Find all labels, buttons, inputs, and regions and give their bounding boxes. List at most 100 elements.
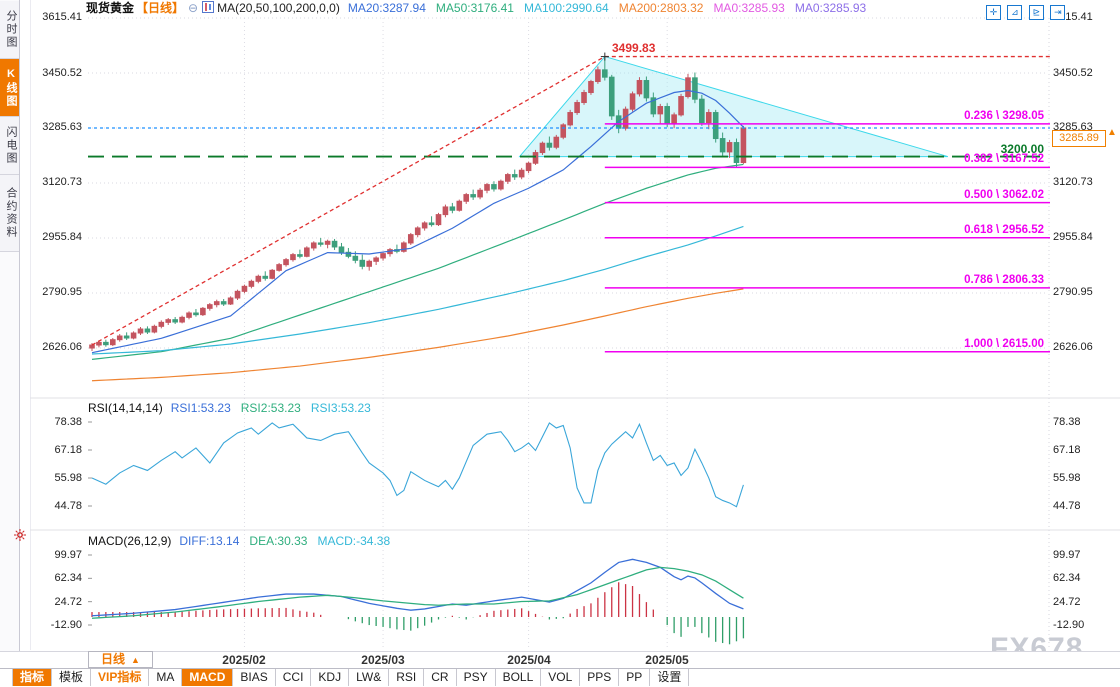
rsi-axis-label: 78.38: [54, 416, 82, 428]
macd-axis-label: 62.34: [54, 572, 82, 584]
tab-vip-indicator[interactable]: VIP指标: [91, 669, 150, 686]
tab-pp[interactable]: PP: [619, 669, 651, 686]
rsi-axis-label: 78.38: [1053, 416, 1081, 428]
macd-value: MACD:-34.38: [317, 534, 391, 548]
macd-settings-icon[interactable]: [14, 529, 26, 541]
tab-bar-corner: [0, 669, 13, 686]
price-axis-label: 2626.06: [1053, 341, 1093, 353]
sidebar-item-kline[interactable]: K线图: [0, 59, 19, 117]
axis-scale-right-icon[interactable]: ⊵: [1028, 5, 1044, 20]
period-label: 日线: [101, 652, 126, 666]
rsi-title: RSI(14,14,14): [88, 401, 163, 415]
chart-toolbar: ✛ ⊿ ⊵ ⇥: [984, 2, 1066, 20]
current-price-badge: 3285.89: [1052, 130, 1106, 147]
fib-label-0786: 0.786 \ 2806.33: [964, 274, 1044, 286]
x-axis-label: 2025/03: [361, 653, 405, 667]
price-axis-label: 3285.63: [42, 121, 82, 133]
fib-label-0618: 0.618 \ 2956.52: [964, 224, 1044, 236]
macd-title: MACD(26,12,9): [88, 534, 172, 548]
price-axis-label: 2790.95: [42, 286, 82, 298]
fib-label-0236: 0.236 \ 3298.05: [964, 110, 1044, 122]
price-axis-label: 3615.41: [42, 11, 82, 23]
price-up-arrow-icon: ▲: [1107, 127, 1117, 138]
macd-axis-label: 99.97: [1053, 549, 1081, 561]
macd-axis-label: 99.97: [54, 549, 82, 561]
peak-price-label: 3499.83: [612, 41, 656, 55]
indicator-tab-bar: 指标 模板 VIP指标 MA MACD BIAS CCI KDJ LW& RSI…: [0, 668, 1120, 687]
divider-vertical: [30, 0, 31, 650]
macd-axis-label: -12.90: [50, 619, 82, 631]
rsi-panel-header: RSI(14,14,14) RSI1:53.23 RSI2:53.23 RSI3:53…: [88, 401, 371, 415]
macd-axis-label: 62.34: [1053, 572, 1081, 584]
kline-icon[interactable]: [202, 1, 215, 15]
x-axis-row: 2025/02 2025/03 2025/04 2025/05: [0, 651, 1120, 669]
fib-label-0500: 0.500 \ 3062.02: [964, 189, 1044, 201]
x-axis-label: 2025/05: [645, 653, 689, 667]
rsi2-value: RSI2:53.23: [240, 401, 301, 415]
tab-lw[interactable]: LW&: [349, 669, 390, 686]
price-axis-label: 2626.06: [42, 341, 82, 353]
axis-scale-icon[interactable]: ⊿: [1007, 5, 1023, 20]
ma0-purple-value: MA0:3285.93: [794, 1, 867, 15]
symbol-name: 现货黄金: [86, 1, 135, 15]
tab-indicator[interactable]: 指标: [13, 669, 53, 686]
fib-label-0382: 0.382 \ 3167.52: [964, 153, 1044, 165]
rsi-axis-label: 67.18: [54, 444, 82, 456]
tab-settings[interactable]: 设置: [650, 669, 690, 686]
tab-cr[interactable]: CR: [424, 669, 457, 686]
rsi3-value: RSI3:53.23: [310, 401, 371, 415]
crosshair-move-icon[interactable]: ✛: [986, 5, 1001, 20]
tab-pps[interactable]: PPS: [580, 669, 620, 686]
tab-boll[interactable]: BOLL: [495, 669, 542, 686]
sidebar-item-lightning[interactable]: 闪电图: [0, 117, 19, 175]
ma50-value: MA50:3176.41: [435, 1, 514, 15]
tab-vol[interactable]: VOL: [541, 669, 581, 686]
rsi1-value: RSI1:53.23: [170, 401, 231, 415]
rsi-axis-label: 55.98: [54, 472, 82, 484]
page-forward-icon[interactable]: ⇥: [1050, 5, 1066, 20]
x-axis-label: 2025/04: [507, 653, 551, 667]
macd-axis-label: 24.72: [1053, 596, 1081, 608]
ma200-value: MA200:2803.32: [618, 1, 704, 15]
left-sidebar: 分时图 K线图 闪电图 合约资料: [0, 0, 20, 686]
fib-label-1000: 1.000 \ 2615.00: [964, 338, 1044, 350]
tab-ma[interactable]: MA: [149, 669, 183, 686]
price-axis-label: 3450.52: [1053, 67, 1093, 79]
tab-macd[interactable]: MACD: [182, 669, 234, 686]
tab-bias[interactable]: BIAS: [233, 669, 276, 686]
rsi-axis-label: 44.78: [54, 500, 82, 512]
price-axis-label: 2955.84: [1053, 231, 1093, 243]
tab-kdj[interactable]: KDJ: [311, 669, 350, 686]
x-axis-label: 2025/02: [222, 653, 266, 667]
tab-cci[interactable]: CCI: [275, 669, 312, 686]
support-price-label: 3200.00: [1000, 142, 1044, 156]
macd-axis-label: -12.90: [1053, 619, 1085, 631]
macd-panel-header: MACD(26,12,9) DIFF:13.14 DEA:30.33 MACD:-34…: [88, 534, 390, 548]
chart-header: 现货黄金 【日线】 ⊖ MA(20,50,100,200,0,0) MA20:3287.…: [86, 1, 866, 16]
chevron-up-icon: ▲: [131, 655, 140, 665]
ma-formula: MA(20,50,100,200,0,0): [217, 1, 340, 15]
price-axis-label: 3120.73: [42, 176, 82, 188]
price-axis-label: 3120.73: [1053, 176, 1093, 188]
tab-rsi[interactable]: RSI: [389, 669, 425, 686]
rsi-axis-label: 44.78: [1053, 500, 1081, 512]
sidebar-item-timeshare[interactable]: 分时图: [0, 1, 19, 59]
ma0-magenta-value: MA0:3285.93: [713, 1, 785, 15]
macd-axis-label: 24.72: [54, 596, 82, 608]
tab-psy[interactable]: PSY: [456, 669, 496, 686]
price-axis-label: 2955.84: [42, 231, 82, 243]
tab-template[interactable]: 模板: [52, 669, 92, 686]
diff-value: DIFF:13.14: [179, 534, 240, 548]
ma20-value: MA20:3287.94: [347, 1, 426, 15]
collapse-icon[interactable]: ⊖: [188, 1, 199, 15]
ma100-value: MA100:2990.64: [523, 1, 609, 15]
sidebar-item-contract-info[interactable]: 合约资料: [0, 175, 19, 252]
price-axis-label: 2790.95: [1053, 286, 1093, 298]
period-tag: 【日线】: [136, 1, 185, 15]
dea-value: DEA:30.33: [249, 534, 308, 548]
period-selector-button[interactable]: 日线 ▲: [88, 651, 153, 668]
price-axis-label: 3450.52: [42, 67, 82, 79]
rsi-axis-label: 55.98: [1053, 472, 1081, 484]
